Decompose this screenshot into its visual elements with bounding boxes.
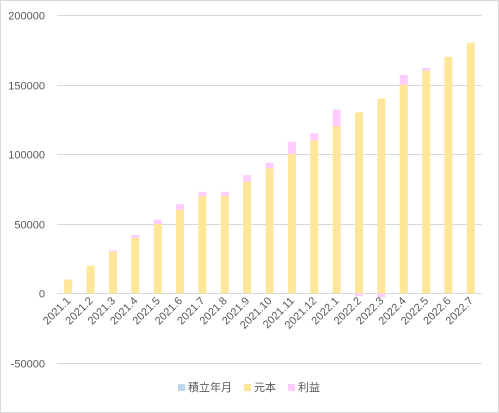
bar-profit xyxy=(332,109,341,127)
bar-principal xyxy=(444,56,453,294)
bar-principal xyxy=(64,279,73,294)
bar-principal xyxy=(377,98,386,294)
y-axis-tick-labels: 200000 150000 100000 50000 0 -50000 xyxy=(8,11,45,371)
bar-profit xyxy=(198,191,207,196)
bar-principal xyxy=(310,140,319,294)
y-tick-label: 150000 xyxy=(8,81,45,93)
bar-principal xyxy=(287,154,296,294)
bar-principal xyxy=(198,195,207,294)
bar-principal xyxy=(108,251,117,294)
legend-swatch xyxy=(288,384,295,391)
bar-profit xyxy=(153,219,162,224)
bar-principal xyxy=(131,237,140,294)
bar-principal xyxy=(86,265,95,294)
legend-swatch xyxy=(244,384,251,391)
bar-principal xyxy=(466,42,475,294)
bar-principal xyxy=(220,195,229,294)
bar-principal xyxy=(265,168,274,294)
bar-profit xyxy=(422,67,431,71)
bar-principal xyxy=(243,182,252,294)
legend: 積立年月 元本 利益 xyxy=(178,380,320,394)
bar-profit xyxy=(310,133,319,141)
gridlines xyxy=(57,15,482,364)
bar-profit xyxy=(131,234,140,238)
bar-principal xyxy=(176,209,185,294)
bar-profit xyxy=(287,141,296,155)
bar-principal xyxy=(354,112,363,294)
y-tick-label: 50000 xyxy=(14,220,45,232)
bar-profit xyxy=(377,293,386,298)
bar-principal xyxy=(399,84,408,294)
y-tick-label: 0 xyxy=(39,289,45,301)
bar-principal xyxy=(153,223,162,294)
x-axis-tick-labels: 2021.12021.22021.32021.42021.52021.62021… xyxy=(41,295,476,332)
legend-label: 元本 xyxy=(254,380,276,394)
bar-profit xyxy=(354,293,363,297)
legend-swatch xyxy=(178,384,185,391)
bars xyxy=(64,42,475,298)
bar-principal xyxy=(422,70,431,294)
bar-profit xyxy=(108,250,117,252)
y-tick-label: -50000 xyxy=(11,359,45,371)
legend-label: 積立年月 xyxy=(188,380,232,394)
y-tick-label: 200000 xyxy=(8,11,45,23)
bar-profit xyxy=(243,175,252,183)
bar-profit xyxy=(399,74,408,85)
bar-principal xyxy=(332,126,341,294)
y-tick-label: 100000 xyxy=(8,150,45,162)
legend-label: 利益 xyxy=(298,380,320,394)
bar-profit xyxy=(220,191,229,196)
bar-profit xyxy=(176,204,185,210)
bar-profit xyxy=(265,162,274,169)
